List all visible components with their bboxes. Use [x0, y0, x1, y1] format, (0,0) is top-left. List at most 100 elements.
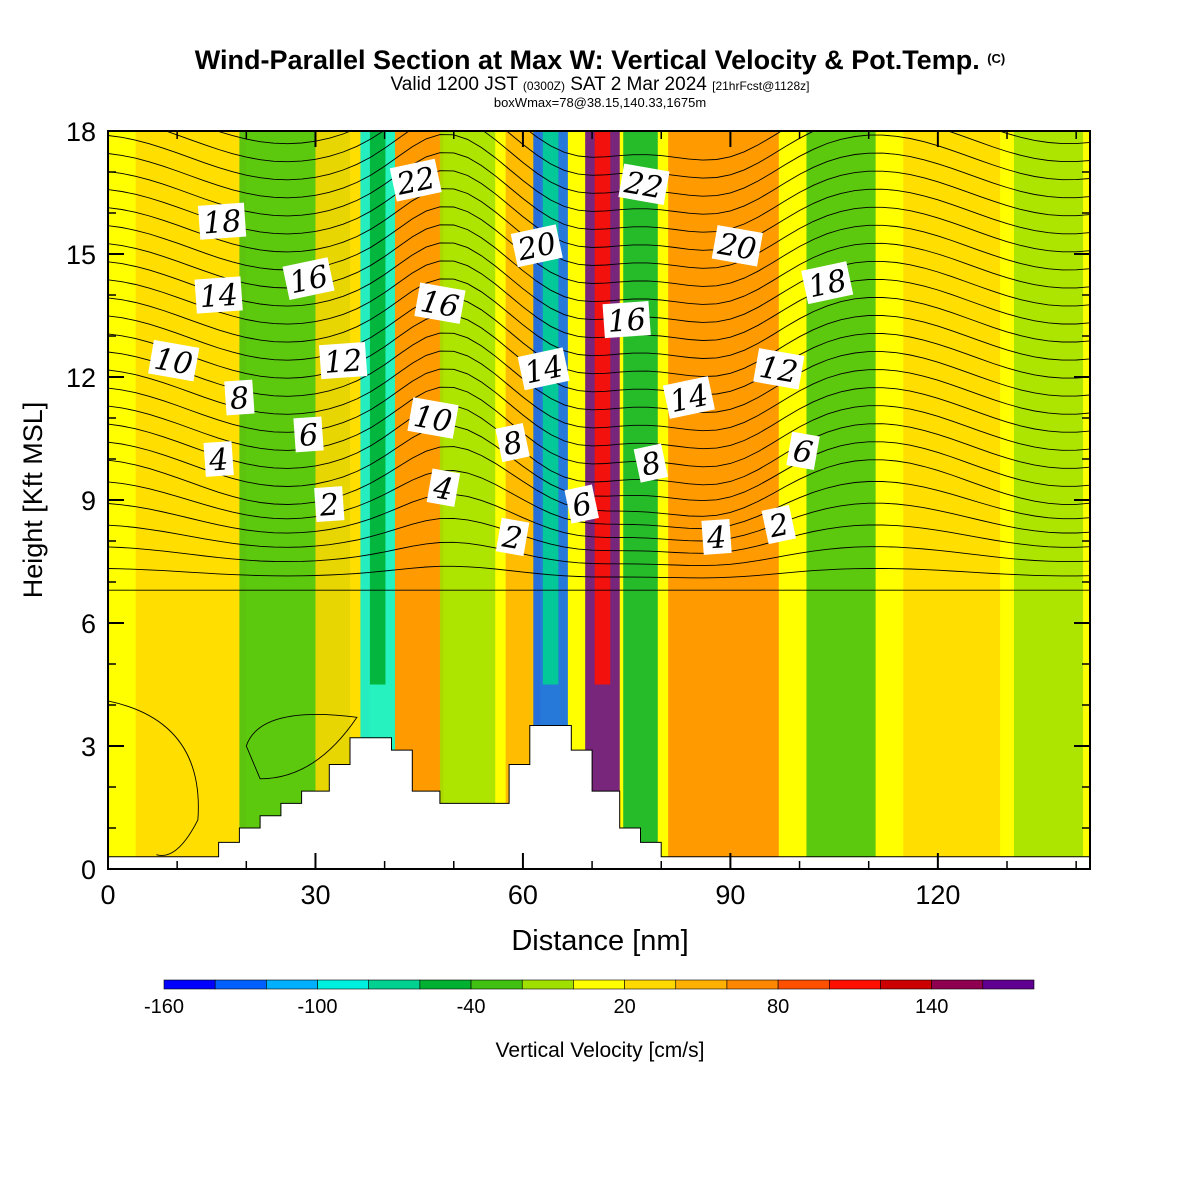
colorbar-tick-label: -40	[457, 996, 486, 1018]
theta-label: 6	[293, 416, 324, 454]
y-tick-label: 3	[81, 732, 96, 762]
theta-label-text: 20	[714, 227, 759, 268]
theta-label-box	[753, 348, 805, 390]
valid-prefix: Valid 1200 JST	[390, 74, 518, 95]
velocity-band	[903, 131, 1001, 869]
colorbar-swatch	[317, 979, 370, 990]
theta-label: 6	[564, 484, 599, 525]
theta-contour-line	[108, 368, 1090, 450]
colorbar-tick-label: 140	[915, 996, 948, 1018]
theta-contour-line	[108, 565, 1090, 579]
theta-label-box	[602, 301, 651, 339]
theta-contour-line	[108, 350, 1090, 432]
theta-label-box	[633, 443, 669, 483]
theta-contour-line	[108, 152, 1090, 233]
theta-label-box	[203, 441, 234, 477]
velocity-band	[135, 131, 247, 869]
theta-label-box	[786, 431, 820, 470]
theta-label-box	[564, 484, 599, 524]
theta-label-box	[389, 158, 442, 202]
theta-contour-line	[108, 314, 1090, 396]
axes: 0 30 60 90 120 0 3 6 9 12 15 18	[66, 117, 1090, 910]
theta-label: 18	[197, 202, 247, 241]
theta-label: 14	[194, 276, 243, 315]
theta-contour-line	[108, 278, 1090, 359]
theta-contours	[108, 131, 1090, 856]
theta-label-box	[761, 505, 797, 545]
theta-contour-line	[108, 386, 1090, 468]
theta-contour-line	[108, 170, 1090, 251]
theta-label-box	[414, 282, 466, 324]
colorbar-swatch	[573, 979, 625, 990]
theta-label-box	[495, 423, 530, 463]
colorbar-swatch	[470, 979, 523, 990]
y-axis-label: Height [Kft MSL]	[18, 402, 48, 599]
theta-label-text: 16	[418, 284, 462, 325]
theta-contour-line	[108, 260, 1090, 341]
velocity-band	[806, 131, 876, 869]
boxwmax-line: boxWmax=78@38.15,140.33,1675m	[493, 95, 707, 110]
colorbar-swatch	[521, 979, 574, 990]
terrain-mask	[107, 725, 1091, 870]
theta-label: 4	[203, 441, 234, 479]
theta-label-box	[318, 342, 368, 380]
theta-label-box	[618, 163, 670, 206]
theta-contour-line	[245, 714, 358, 780]
theta-label-box	[711, 225, 763, 267]
theta-contour-line	[215, 131, 1090, 161]
theta-label: 2	[495, 517, 530, 557]
theta-label-text: 10	[152, 342, 196, 383]
theta-label-box	[148, 339, 200, 382]
y-tick-label: 15	[66, 240, 96, 270]
theta-contour-line	[108, 134, 1090, 215]
theta-label: 16	[602, 301, 651, 340]
theta-contour-line	[108, 404, 1090, 486]
theta-label-text: 4	[207, 442, 229, 478]
theta-label: 18	[801, 261, 854, 305]
colorbar-swatch	[368, 979, 421, 990]
theta-label: 22	[618, 163, 670, 206]
theta-label: 2	[314, 486, 345, 524]
theta-label-box	[282, 257, 335, 301]
colorbar-swatch	[214, 979, 267, 990]
theta-label: 2	[761, 505, 797, 545]
theta-label: 14	[517, 347, 570, 391]
title-block: Wind-Parallel Section at Max W: Vertical…	[0, 44, 1200, 110]
theta-contour-line	[108, 517, 1090, 554]
theta-label-box	[701, 518, 732, 555]
y-tick-label: 9	[81, 486, 96, 516]
colorbar-swatch	[266, 979, 318, 990]
terrain-shape	[107, 725, 1091, 870]
theta-label: 20	[711, 225, 763, 268]
theta-label: 16	[282, 257, 335, 301]
x-tick-label: 60	[508, 880, 538, 910]
y-tick-label: 12	[66, 363, 96, 393]
y-tick-label: 0	[81, 855, 96, 885]
x-tick-label: 0	[100, 880, 115, 910]
theta-label-box	[314, 486, 345, 523]
theta-label-box	[197, 202, 247, 240]
theta-label-box	[426, 468, 461, 507]
theta-label: 4	[701, 518, 732, 557]
theta-label: 8	[224, 379, 255, 417]
theta-contour-line	[108, 131, 1090, 197]
theta-label-box	[662, 376, 715, 419]
theta-label: 8	[633, 443, 669, 484]
theta-contour-line	[108, 188, 1090, 269]
theta-label-box	[224, 379, 255, 416]
velocity-band	[1013, 131, 1084, 869]
copyright-mark: (C)	[987, 51, 1006, 66]
theta-contour-line	[108, 206, 1090, 287]
theta-contour-line	[108, 493, 1090, 542]
theta-label-box	[407, 397, 459, 439]
velocity-band-core	[594, 131, 611, 685]
theta-label: 16	[414, 282, 466, 325]
chart-title-text: Wind-Parallel Section at Max W: Vertical…	[194, 45, 980, 75]
colorbar-swatch	[163, 979, 216, 990]
theta-label: 22	[389, 158, 442, 203]
theta-contour-line	[108, 541, 1090, 567]
theta-label-text: 22	[621, 165, 666, 206]
colorbar-swatch	[828, 979, 881, 990]
y-tick-label: 6	[81, 609, 96, 639]
